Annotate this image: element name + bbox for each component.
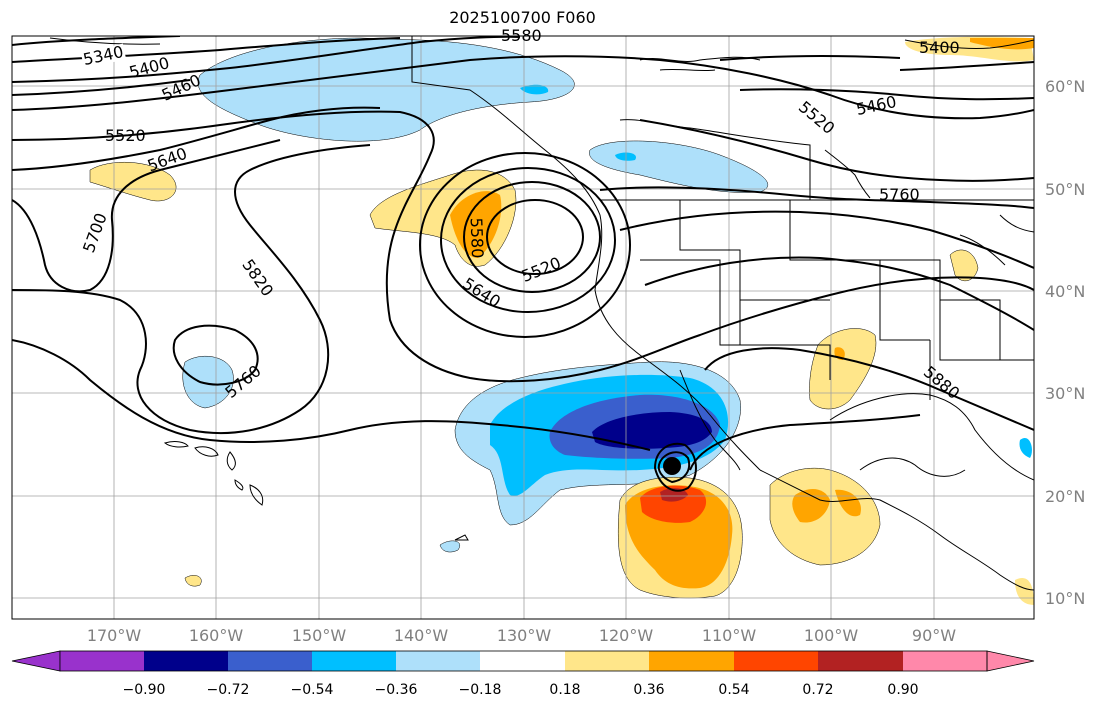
anomaly-positive-region	[809, 328, 877, 410]
colorbar-tick-label: 0.36	[633, 682, 665, 698]
lat-tick-label: 40°N	[1045, 282, 1086, 301]
colorbar-tick-label: 0.72	[802, 682, 834, 698]
contour-label: 5400	[919, 38, 960, 57]
colorbar	[11, 650, 1035, 672]
lon-tick-label: 90°W	[911, 626, 957, 645]
colorbar-tick-label: −0.72	[206, 682, 250, 698]
lat-tick-label: 50°N	[1045, 180, 1086, 199]
contour-label: 5760	[879, 185, 920, 204]
colorbar-tick-label: 0.90	[887, 682, 919, 698]
lon-tick-label: 160°W	[188, 626, 244, 645]
lon-tick-label: 150°W	[291, 626, 347, 645]
contour-label: 5520	[105, 126, 146, 145]
storm-center-marker	[663, 457, 681, 475]
anomaly-positive-region	[769, 467, 881, 566]
colorbar-tick-label: 0.54	[718, 682, 750, 698]
height-contours	[12, 36, 1034, 492]
lat-tick-label: 20°N	[1045, 487, 1086, 506]
lon-tick-label: 140°W	[393, 626, 449, 645]
lon-tick-label: 100°W	[803, 626, 859, 645]
map-title: 2025100700 F060	[449, 8, 596, 27]
lon-tick-label: 110°W	[701, 626, 757, 645]
lat-tick-label: 10°N	[1045, 589, 1086, 608]
colorbar-tick-label: −0.18	[458, 682, 502, 698]
lon-tick-label: 120°W	[598, 626, 654, 645]
map-plot-area	[12, 36, 1034, 619]
colorbar-tick-label: 0.18	[549, 682, 581, 698]
colorbar-tick-label: −0.54	[290, 682, 334, 698]
lon-tick-label: 130°W	[496, 626, 552, 645]
anomaly-positive-region	[949, 249, 979, 282]
contour-label: 5580	[466, 217, 488, 259]
lat-tick-label: 60°N	[1045, 77, 1086, 96]
colorbar-tick-label: −0.90	[122, 682, 166, 698]
lon-tick-label: 170°W	[86, 626, 142, 645]
lat-tick-label: 30°N	[1045, 384, 1086, 403]
contour-label: 5580	[501, 26, 542, 45]
colorbar-tick-label: −0.36	[374, 682, 418, 698]
anomaly-negative-region	[182, 355, 234, 409]
